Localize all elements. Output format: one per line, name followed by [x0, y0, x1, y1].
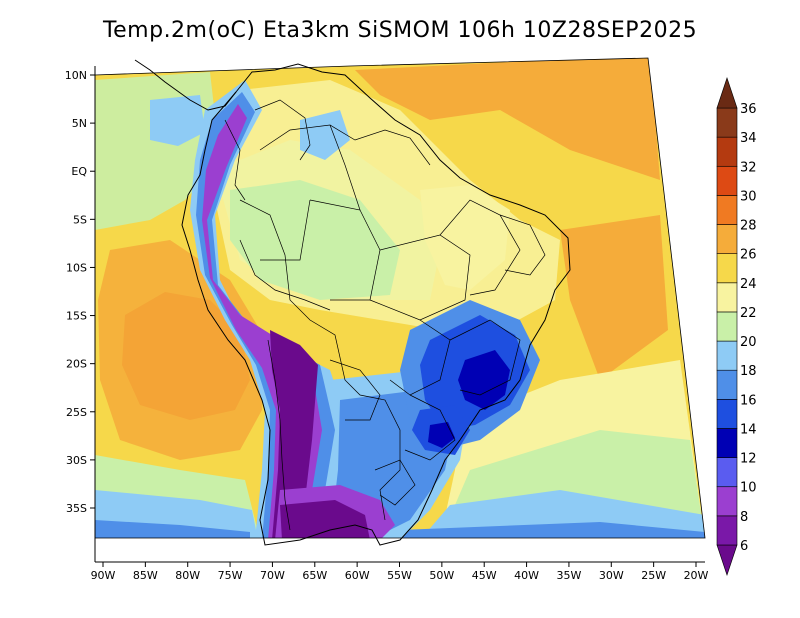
south-america-coastline — [181, 63, 571, 546]
lat-tick-label: EQ — [71, 165, 87, 178]
colorbar-label: 28 — [740, 219, 757, 234]
border-brazil-west — [239, 199, 401, 521]
border-colombia — [224, 119, 246, 201]
colorbar-bin — [716, 311, 738, 342]
brazil-states-4 — [389, 319, 451, 396]
brazil-states-2 — [369, 234, 471, 321]
border-venezuela — [254, 99, 311, 161]
field-southcone-coldest — [280, 500, 370, 538]
colorbar-label: 18 — [740, 364, 757, 379]
lon-tick-label: 20W — [684, 569, 709, 582]
field-se-brazil-south-core — [428, 422, 455, 448]
colorbar-label: 26 — [740, 248, 757, 263]
brazil-states-8 — [329, 124, 361, 211]
colorbar-label: 8 — [740, 510, 748, 525]
lat-tick-label: 10N — [65, 69, 87, 82]
colorbar-bin — [716, 253, 738, 284]
lon-tick-label: 40W — [514, 569, 539, 582]
border-brazil-north — [259, 124, 431, 166]
colorbar-bin — [716, 457, 738, 488]
lon-tick-label: 25W — [641, 569, 666, 582]
longitude-axis: 90W 85W 80W 75W 70W 65W 60W 55W 50W 45W 40W 35W 30W 2… — [91, 561, 709, 582]
brazil-states-6 — [404, 394, 456, 461]
colorbar-bin — [716, 165, 738, 196]
colorbar-label: 10 — [740, 481, 757, 496]
field-pacific-south-dark — [95, 520, 250, 538]
colorbar-bin — [716, 195, 738, 225]
colorbar-bin — [716, 77, 738, 109]
lat-tick-label: 35S — [66, 502, 87, 515]
colorbar-bin — [716, 136, 738, 167]
colorbar-label: 6 — [740, 539, 748, 554]
field-andes-purple — [270, 330, 318, 538]
colorbar-bin — [716, 428, 738, 458]
colorbar-bin — [716, 486, 738, 517]
lon-tick-label: 50W — [429, 569, 454, 582]
lon-tick-label: 30W — [599, 569, 624, 582]
colorbar-label: 34 — [740, 131, 757, 146]
brazil-states-7 — [499, 214, 546, 276]
colorbar-label: 16 — [740, 393, 757, 408]
colorbar: 6 8 10 12 14 16 18 20 22 24 26 28 30 32 34 36 — [716, 77, 757, 576]
colorbar-bin — [716, 224, 738, 254]
lon-tick-label: 55W — [387, 569, 412, 582]
lat-tick-label: 20S — [66, 358, 87, 371]
latitude-axis: 10N 5N EQ 5S 10S 15S 20S 25S 30S 35S — [65, 66, 96, 562]
border-paraguay — [329, 359, 381, 421]
field-se-brazil-core — [458, 350, 510, 410]
colorbar-bin — [716, 107, 738, 138]
field-atlantic-north — [355, 58, 660, 180]
lon-tick-label: 85W — [133, 569, 158, 582]
lon-tick-label: 60W — [345, 569, 370, 582]
brazil-states-9 — [260, 199, 311, 261]
border-uruguay — [374, 459, 416, 506]
lat-tick-label: 30S — [66, 454, 87, 467]
border-chile-argentina — [267, 339, 291, 531]
colorbar-bin — [716, 369, 738, 400]
colorbar-label: 24 — [740, 277, 757, 292]
country-borders — [224, 99, 546, 531]
colorbar-label: 22 — [740, 306, 757, 321]
lon-tick-label: 45W — [472, 569, 497, 582]
field-continent-green2 — [230, 180, 400, 300]
field-guiana-cool — [300, 110, 350, 160]
colorbar-bin — [716, 399, 738, 429]
temperature-field — [95, 58, 705, 538]
lat-tick-label: 10S — [66, 261, 87, 274]
colorbar-bin — [716, 340, 738, 371]
lat-tick-label: 15S — [66, 310, 87, 323]
brazil-states-5 — [449, 319, 521, 396]
field-pacific-nw-cool2 — [150, 95, 205, 146]
border-peru-bolivia — [239, 239, 331, 311]
coastlines — [134, 59, 571, 546]
brazil-states-3 — [439, 199, 521, 296]
lon-tick-label: 75W — [218, 569, 243, 582]
colorbar-bin — [716, 282, 738, 313]
colorbar-label: 12 — [740, 452, 757, 467]
colorbar-label: 30 — [740, 189, 757, 204]
lat-tick-label: 25S — [66, 406, 87, 419]
lon-tick-label: 65W — [302, 569, 327, 582]
colorbar-label: 32 — [740, 160, 757, 175]
colorbar-label: 14 — [740, 422, 757, 437]
central-america-coastline — [134, 59, 237, 111]
colorbar-bin — [716, 515, 738, 546]
colorbar-bin — [716, 544, 738, 576]
lat-tick-label: 5N — [72, 117, 87, 130]
lon-tick-label: 35W — [556, 569, 581, 582]
colorbar-label: 36 — [740, 102, 757, 117]
field-atlantic-south-cold — [395, 522, 705, 538]
lon-tick-label: 70W — [260, 569, 285, 582]
colorbar-label: 20 — [740, 335, 757, 350]
field-atlantic-east — [560, 215, 668, 380]
lon-tick-label: 90W — [91, 569, 116, 582]
figure-title: Temp.2m(oC) Eta3km SiSMOM 106h 10Z28SEP2… — [102, 18, 698, 43]
lon-tick-label: 80W — [175, 569, 200, 582]
field-north-pale — [420, 185, 510, 290]
lat-tick-label: 5S — [73, 213, 87, 226]
